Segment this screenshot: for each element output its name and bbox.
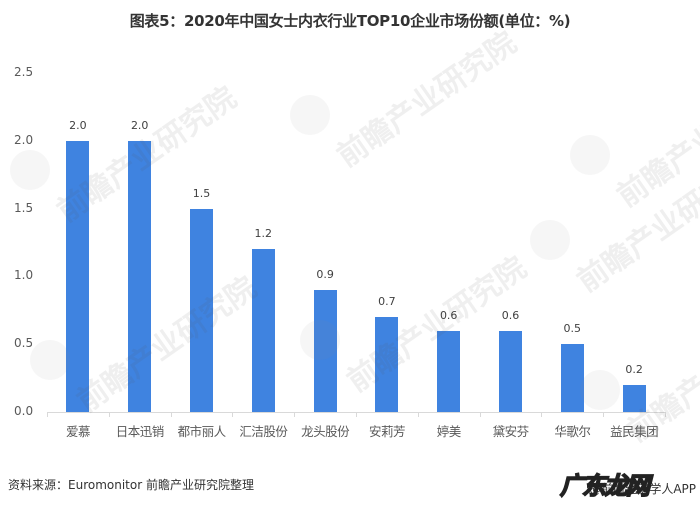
watermark-logo-icon: [30, 340, 70, 380]
y-tick-label: 2.0: [14, 132, 34, 147]
watermark-text: 前瞻产业研究院: [610, 65, 700, 215]
x-category-label: 汇洁股份: [239, 424, 288, 439]
bar: [499, 330, 522, 412]
bar-value-label: 0.9: [316, 267, 334, 281]
bar: [313, 289, 337, 412]
y-tick-label: 0.5: [14, 336, 34, 351]
x-tick-mark: [108, 412, 110, 417]
bar-value-label: 1.2: [254, 227, 273, 241]
y-tick-label: 1.5: [14, 200, 34, 215]
watermark-logo-icon: [570, 135, 610, 175]
y-tick-label: 1.0: [14, 268, 34, 283]
watermark-logo-icon: [10, 150, 50, 190]
y-tick-label: 2.5: [14, 65, 34, 79]
x-tick-mark: [541, 412, 543, 417]
bar-value-label: 0.6: [439, 308, 458, 322]
x-category-label: 爱慕: [65, 424, 91, 439]
corner-watermark: @前瞻经济学人APP 广东龙网: [546, 466, 696, 501]
y-tick-label: 0.0: [14, 404, 34, 418]
x-category-label: 黛安芬: [492, 424, 530, 439]
bar: [560, 344, 584, 412]
bar: [128, 140, 152, 412]
bar-value-label: 0.5: [563, 322, 582, 336]
x-tick-mark: [417, 412, 419, 417]
x-category-label: 婷美: [436, 424, 462, 439]
x-category-label: 都市丽人: [177, 424, 227, 439]
bar-value-label: 0.6: [501, 308, 520, 322]
watermark-logo-icon: [300, 320, 340, 360]
x-category-label: 益民集团: [610, 424, 659, 439]
watermark-logo-icon: [580, 370, 620, 410]
bar: [251, 249, 275, 412]
bar: [375, 317, 399, 412]
watermark-logo-icon: [290, 95, 330, 135]
bar: [66, 140, 90, 412]
bar-value-label: 2.0: [69, 118, 87, 132]
corner-watermark-logo: 广东龙网: [559, 471, 651, 501]
bar-value-label: 0.7: [378, 295, 396, 309]
x-tick-mark: [294, 412, 296, 417]
corner-watermark-text: @前瞻经济学人APP: [589, 482, 696, 496]
bar: [437, 330, 461, 412]
x-tick-mark: [479, 412, 481, 417]
x-tick-mark: [356, 412, 357, 417]
bar-value-label: 1.5: [192, 186, 211, 200]
x-category-label: 龙头股份: [301, 424, 350, 439]
x-tick-mark: [47, 412, 48, 417]
x-category-label: 日本迅销: [115, 424, 165, 439]
x-category-label: 华歌尔: [554, 424, 591, 439]
x-tick-mark: [170, 412, 172, 417]
chart-title: 图表5：2020年中国女士内衣行业TOP10企业市场份额(单位：%): [129, 12, 571, 30]
x-tick-mark: [232, 412, 234, 417]
watermark-text: 前瞻产业研究院: [330, 25, 524, 175]
bar: [622, 384, 646, 412]
bar-chart: 0.0 0.5 1.0 1.5 2.0 2.5 2.0 2.0 1.5 1.2 0.9 0.7 0.6…: [10, 25, 700, 450]
source-note: 资料来源：Euromonitor 前瞻产业研究院整理: [8, 478, 254, 492]
x-tick-mark: [665, 412, 666, 417]
bar-value-label: 0.2: [625, 362, 643, 376]
bar: [190, 208, 213, 412]
x-category-label: 安莉芳: [368, 424, 406, 439]
bar-value-label: 2.0: [130, 118, 149, 132]
watermark-text: 前瞻产业研究院: [70, 270, 264, 420]
watermark-logo-icon: [530, 220, 570, 260]
x-tick-mark: [603, 412, 605, 417]
